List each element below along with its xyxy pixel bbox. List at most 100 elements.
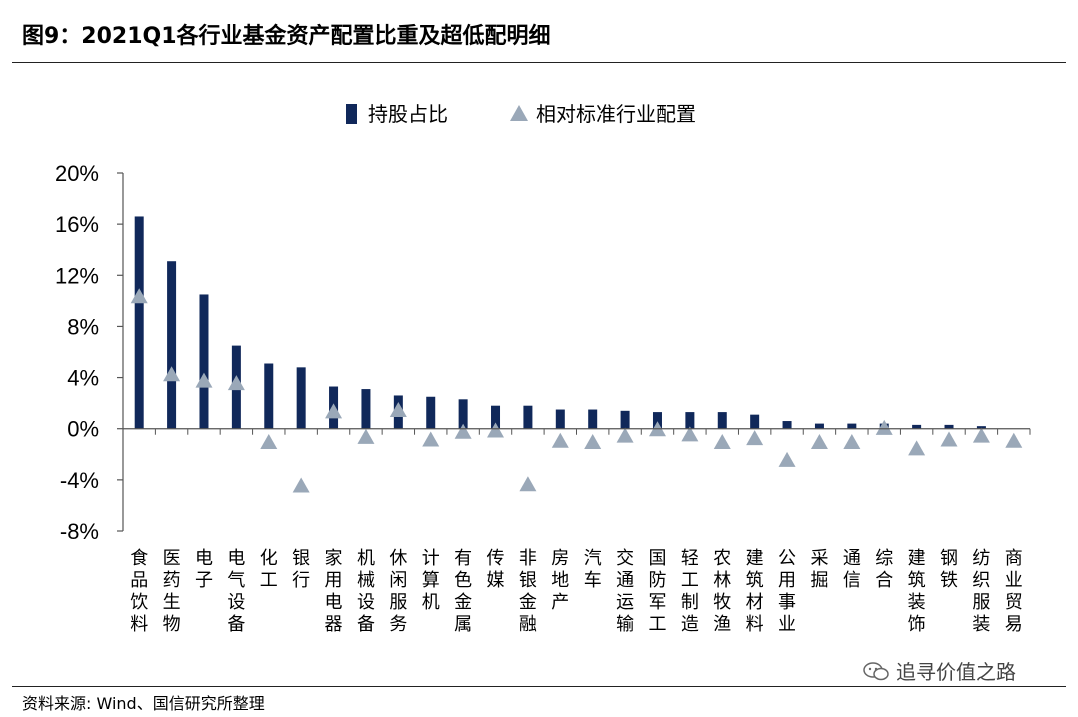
x-axis: 食品饮料医药生物电子电气设备化工银行家用电器机械设备休闲服务计算机有色金属传媒非… <box>123 428 1031 635</box>
marker-轻工制造 <box>681 426 699 442</box>
marker-公用事业 <box>778 451 796 467</box>
x-tick-label: 家用电器 <box>325 548 343 635</box>
x-tick-label: 机械设备 <box>357 548 375 635</box>
marker-房地产 <box>551 432 569 448</box>
marker-采掘 <box>810 434 828 449</box>
watermark: 追寻价值之路 <box>862 656 1016 685</box>
x-tick-label: 轻工制造 <box>681 548 699 635</box>
bar-chart: 持股占比 相对标准行业配置 20% 16% 12% 8% 4% 0% -4% -8% 食品饮料医… <box>55 102 1031 635</box>
bar-有色金属 <box>458 399 468 429</box>
y-tick-label: 4% <box>67 366 99 391</box>
marker-建筑材料 <box>746 430 764 446</box>
x-tick-label: 商业贸易 <box>1005 548 1023 635</box>
marker-食品饮料 <box>130 288 148 304</box>
x-tick-label: 非银金融 <box>519 548 537 635</box>
y-axis: 20% 16% 12% 8% 4% 0% -4% -8% <box>55 161 124 544</box>
marker-银行 <box>292 477 310 493</box>
x-tick-label: 交通运输 <box>616 548 634 635</box>
bar-建筑材料 <box>750 414 760 429</box>
legend-label-holding: 持股占比 <box>368 102 448 126</box>
bar-计算机 <box>426 396 436 429</box>
bar-轻工制造 <box>685 412 695 429</box>
marker-钢铁 <box>940 431 958 447</box>
marker-传媒 <box>487 422 505 438</box>
x-tick-label: 休闲服务 <box>389 548 407 635</box>
x-tick-label: 公用事业 <box>778 548 796 635</box>
watermark-text: 追寻价值之路 <box>896 660 1016 684</box>
marker-电子 <box>195 372 213 388</box>
x-tick-label: 传媒 <box>487 548 505 591</box>
bar-房地产 <box>555 409 565 429</box>
y-tick-label: 0% <box>67 417 99 442</box>
bar-交通运输 <box>620 410 630 429</box>
legend-bar-swatch <box>346 104 357 124</box>
y-tick-label: 8% <box>67 314 99 339</box>
x-tick-label: 钢铁 <box>940 548 958 591</box>
x-tick-label: 电子 <box>195 548 213 591</box>
marker-纺织服装 <box>972 427 990 443</box>
x-tick-label: 国防军工 <box>648 548 666 635</box>
bar-纺织服装 <box>976 426 986 429</box>
bar-建筑装饰 <box>912 424 922 429</box>
marker-有色金属 <box>454 423 472 439</box>
x-tick-label: 食品饮料 <box>130 548 148 635</box>
x-tick-label: 纺织服装 <box>972 548 990 635</box>
marker-家用电器 <box>325 403 343 419</box>
bar-非银金融 <box>523 405 533 429</box>
bar-传媒 <box>491 405 501 429</box>
marker-医药生物 <box>163 366 181 382</box>
x-tick-label: 通信 <box>843 548 861 591</box>
marker-通信 <box>843 434 861 449</box>
marker-农林牧渔 <box>713 434 731 449</box>
bar-农林牧渔 <box>717 412 727 429</box>
triangle-series <box>130 288 1023 493</box>
marker-机械设备 <box>357 428 375 444</box>
bar-公用事业 <box>782 421 792 429</box>
x-tick-label: 电气设备 <box>227 548 245 635</box>
bar-化工 <box>264 363 274 429</box>
x-tick-label: 房地产 <box>551 548 569 613</box>
bar-采掘 <box>814 423 824 429</box>
x-tick-label: 银行 <box>292 548 310 591</box>
x-tick-label: 综合 <box>875 548 893 591</box>
figure-title: 图9：2021Q1各行业基金资产配置比重及超低配明细 <box>22 24 551 49</box>
bar-钢铁 <box>944 424 954 429</box>
bar-机械设备 <box>361 389 371 429</box>
bar-通信 <box>847 423 857 429</box>
bar-国防军工 <box>652 412 662 429</box>
marker-综合 <box>875 419 893 435</box>
legend-triangle-swatch <box>510 105 528 121</box>
marker-化工 <box>260 434 278 449</box>
bar-电子 <box>199 294 209 429</box>
marker-商业贸易 <box>1005 432 1023 448</box>
bar-银行 <box>296 367 306 429</box>
x-tick-label: 农林牧渔 <box>713 548 731 635</box>
marker-休闲服务 <box>389 402 407 418</box>
marker-汽车 <box>584 434 602 449</box>
x-tick-label: 建筑材料 <box>746 548 764 635</box>
y-tick-label: 20% <box>55 161 99 186</box>
legend-label-relative: 相对标准行业配置 <box>536 102 696 126</box>
x-tick-label: 汽车 <box>584 548 602 591</box>
x-tick-label: 采掘 <box>810 548 828 591</box>
x-tick-label: 计算机 <box>422 548 440 613</box>
marker-非银金融 <box>519 476 537 492</box>
marker-电气设备 <box>227 375 245 391</box>
chart-legend: 持股占比 相对标准行业配置 <box>346 102 696 126</box>
title-divider <box>12 62 1066 63</box>
y-tick-label: -4% <box>60 468 99 493</box>
source-divider <box>12 686 1066 687</box>
bar-医药生物 <box>167 261 177 429</box>
marker-计算机 <box>422 431 440 447</box>
x-tick-label: 有色金属 <box>454 548 472 635</box>
wechat-icon <box>863 661 889 680</box>
y-tick-label: 16% <box>55 212 99 237</box>
x-tick-label: 医药生物 <box>163 548 181 635</box>
x-tick-label: 化工 <box>260 548 278 591</box>
bar-食品饮料 <box>134 216 144 429</box>
marker-建筑装饰 <box>908 440 926 456</box>
bar-汽车 <box>588 409 598 429</box>
y-tick-label: 12% <box>55 263 99 288</box>
y-tick-label: -8% <box>60 519 99 544</box>
bar-series <box>134 216 986 429</box>
